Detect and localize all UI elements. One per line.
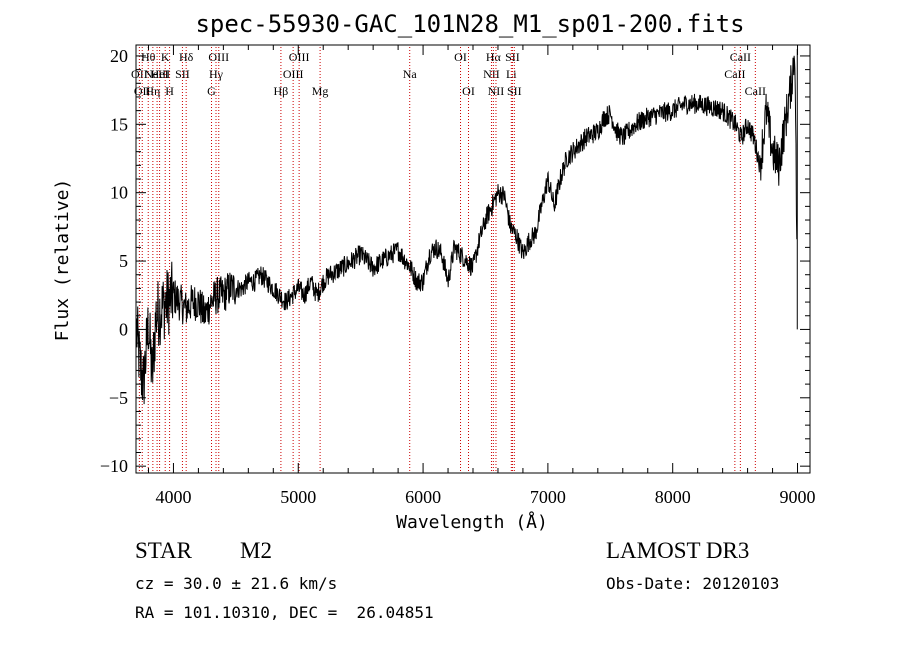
line-label-5: HeI [151,67,169,81]
line-label-8: SII [175,67,190,81]
x-tick-label: 5000 [280,487,316,507]
y-axis-label: Flux (relative) [52,179,73,342]
spectrum-series [136,49,798,405]
x-tick-label: 8000 [655,487,691,507]
line-label-21: Hα [486,50,502,64]
line-label-20: NII [483,67,500,81]
line-label-16: Mg [312,84,329,98]
line-label-22: NII [488,84,505,98]
x-tick-label: 4000 [155,487,191,507]
x-axis-label: Wavelength (Å) [396,511,548,533]
line-label-28: CaII [745,84,766,98]
line-label-9: Hδ [179,50,194,64]
line-label-13: Hβ [274,84,289,98]
y-tick-label: 5 [119,251,128,271]
line-label-25: SII [507,84,522,98]
line-label-11: Hγ [209,67,224,81]
y-axis: −10 −5 0 5 10 15 20 [100,46,810,476]
line-label-7: H [165,84,174,98]
emission-line-markers: OIIOIIHθHηNeIIIHeIKHSIIHδGHγOIIIHβOIIIOI… [131,47,766,473]
coordinates: RA = 101.10310, DEC = 26.04851 [135,603,434,622]
x-tick-label: 9000 [780,487,816,507]
line-label-15: OIII [289,50,310,64]
line-label-4: NeIII [144,67,170,81]
line-label-24: SII [505,50,520,64]
line-label-17: Na [403,67,418,81]
line-label-19: OI [462,84,475,98]
y-tick-label: −5 [109,388,128,408]
line-label-2: Hθ [141,50,156,64]
y-tick-label: 15 [110,114,128,134]
x-tick-label: 6000 [405,487,441,507]
y-tick-label: 20 [110,46,128,66]
y-tick-label: 0 [119,319,128,339]
line-label-3: Hη [145,84,160,98]
x-axis: 4000 5000 6000 7000 8000 9000 [147,45,816,507]
observation-date: Obs-Date: 20120103 [606,574,780,593]
spectrum-line [136,55,798,405]
line-label-14: OIII [283,67,304,81]
line-label-18: OI [454,50,467,64]
object-class: STAR [135,538,192,563]
redshift-cz: cz = 30.0 ± 21.6 km/s [135,574,338,593]
line-label-12: OIII [208,50,229,64]
survey-name: LAMOST DR3 [606,538,750,563]
line-label-6: K [161,50,170,64]
chart-title: spec-55930-GAC_101N28_M1_sp01-200.fits [195,10,744,38]
x-tick-label: 7000 [530,487,566,507]
y-tick-label: 10 [110,183,128,203]
line-label-26: CaII [724,67,745,81]
line-label-23: Li [506,67,517,81]
line-label-0: OII [131,67,148,81]
object-subclass: M2 [240,538,272,563]
line-label-1: OII [134,84,151,98]
y-tick-label: −10 [100,456,128,476]
line-label-27: CaII [730,50,751,64]
line-label-10: G [207,84,216,98]
